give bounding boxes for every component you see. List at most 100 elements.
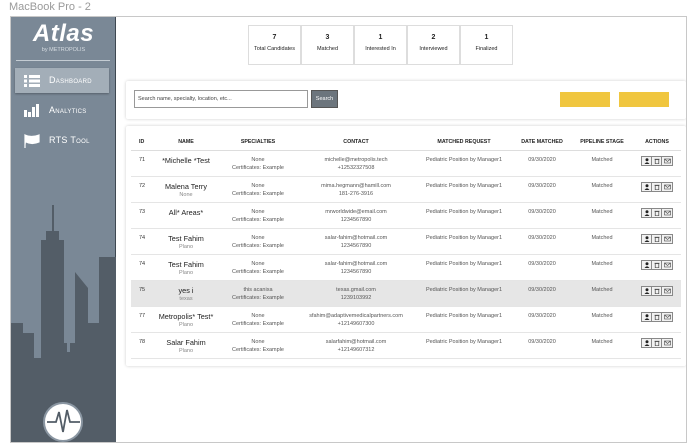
search-input[interactable]: Search name, specialty, location, etc... — [134, 90, 308, 108]
phone: +12149607300 — [337, 320, 375, 327]
trash-icon[interactable] — [652, 156, 662, 165]
stat-card[interactable]: 1 Finalized — [460, 25, 513, 65]
column-header: CONTACT — [297, 136, 415, 151]
candidate-location: texas — [179, 295, 193, 302]
table-row[interactable]: 74 Test Fahim Plano None Certificates: Exa… — [131, 228, 681, 255]
profile-icon[interactable] — [642, 260, 652, 269]
trash-icon[interactable] — [652, 312, 662, 321]
action-button-1[interactable] — [560, 92, 610, 107]
candidate-name[interactable]: Malena Terry — [164, 181, 208, 191]
stat-card[interactable]: 7 Total Candidates — [248, 25, 301, 65]
app-window: Atlas by METROPOLIS Dashboard Analytics … — [10, 16, 687, 443]
stat-value: 1 — [378, 34, 383, 41]
specialty: None — [251, 182, 265, 189]
row-actions — [641, 259, 673, 270]
candidate-id: 78 — [131, 332, 153, 359]
certificates: Certificates: Example — [232, 346, 284, 353]
candidate-location: Plano — [178, 321, 194, 328]
sidebar-item-rts-tool[interactable]: RTS Tool — [15, 128, 109, 153]
table-row[interactable]: 78 Salar Fahim Plano None Certificates: Ex… — [131, 332, 681, 359]
trash-icon[interactable] — [652, 260, 662, 269]
column-header: SPECIALTIES — [219, 136, 297, 151]
candidates-panel: ID NAME SPECIALTIES CONTACT MATCHED REQUEST D… — [126, 126, 686, 366]
row-actions — [641, 233, 673, 244]
phone: 181-276-3916 — [338, 190, 374, 197]
table-row[interactable]: 77 Metropolis* Test* Plano None Certificat… — [131, 306, 681, 333]
row-actions — [641, 337, 673, 348]
matched-request: Pediatric Position by Manager1 — [415, 176, 513, 203]
table-row[interactable]: 75 yes i texas this acanixa Certificates: … — [131, 280, 681, 307]
profile-icon[interactable] — [642, 182, 652, 191]
matched-request: Pediatric Position by Manager1 — [415, 306, 513, 333]
phone: 1234567890 — [340, 216, 372, 223]
profile-icon[interactable] — [642, 312, 652, 321]
email: michelle@metropolis.tech — [324, 156, 388, 163]
specialty: None — [251, 338, 265, 345]
trash-icon[interactable] — [652, 338, 662, 347]
candidate-id: 74 — [131, 254, 153, 281]
certificates: Certificates: Example — [232, 242, 284, 249]
stat-card[interactable]: 3 Matched — [301, 25, 354, 65]
flag-icon — [23, 133, 41, 148]
action-button-2[interactable] — [619, 92, 669, 107]
candidate-name[interactable]: yes i — [178, 285, 194, 295]
matched-request: Pediatric Position by Manager1 — [415, 202, 513, 229]
candidate-name[interactable]: Salar Fahim — [166, 337, 206, 347]
specialty: None — [251, 234, 265, 241]
candidate-name[interactable]: Test Fahim — [168, 259, 204, 269]
pipeline-stage: Matched — [571, 202, 633, 229]
candidate-name[interactable]: Test Fahim — [168, 233, 204, 243]
profile-icon[interactable] — [642, 234, 652, 243]
sidebar-item-label: Dashboard — [49, 75, 92, 85]
mail-icon[interactable] — [662, 157, 672, 165]
candidates-table: ID NAME SPECIALTIES CONTACT MATCHED REQUEST D… — [131, 136, 681, 359]
trash-icon[interactable] — [652, 182, 662, 191]
table-row[interactable]: 73 All* Areas* None Certificates: Example… — [131, 202, 681, 229]
email: texas.gmail.com — [336, 286, 376, 293]
certificates: Certificates: Example — [232, 294, 284, 301]
mail-icon[interactable] — [662, 287, 672, 295]
trash-icon[interactable] — [652, 286, 662, 295]
candidate-id: 73 — [131, 202, 153, 229]
search-button[interactable]: Search — [311, 90, 338, 108]
row-actions — [641, 181, 673, 192]
matched-request: Pediatric Position by Manager1 — [415, 228, 513, 255]
skyline-illustration — [11, 205, 116, 442]
brand-logo[interactable]: Atlas by METROPOLIS — [11, 20, 116, 54]
certificates: Certificates: Example — [232, 216, 284, 223]
specialty: None — [251, 260, 265, 267]
mail-icon[interactable] — [662, 339, 672, 347]
mail-icon[interactable] — [662, 261, 672, 269]
trash-icon[interactable] — [652, 208, 662, 217]
table-row[interactable]: 72 Malena Terry None None Certificates: Ex… — [131, 176, 681, 203]
email: mima.hegmann@hamill.com — [321, 182, 391, 189]
brand-name: Atlas — [32, 20, 95, 47]
mail-icon[interactable] — [662, 183, 672, 191]
candidate-name[interactable]: Metropolis* Test* — [158, 311, 214, 321]
profile-icon[interactable] — [642, 286, 652, 295]
stat-card[interactable]: 1 Interested In — [354, 25, 407, 65]
date-matched: 09/30/2020 — [513, 150, 571, 177]
profile-icon[interactable] — [642, 208, 652, 217]
stat-label: Interviewed — [419, 46, 448, 52]
mail-icon[interactable] — [662, 209, 672, 217]
stat-card[interactable]: 2 Interviewed — [407, 25, 460, 65]
divider — [16, 60, 110, 61]
mail-icon[interactable] — [662, 235, 672, 243]
certificates: Certificates: Example — [232, 190, 284, 197]
table-row[interactable]: 74 Test Fahim Plano None Certificates: Exa… — [131, 254, 681, 281]
sidebar-item-dashboard[interactable]: Dashboard — [15, 68, 109, 93]
stat-value: 1 — [484, 34, 489, 41]
candidate-name[interactable]: *Michelle *Test — [162, 155, 210, 165]
sidebar-item-analytics[interactable]: Analytics — [15, 98, 109, 123]
mail-icon[interactable] — [662, 313, 672, 321]
stat-label: Interested In — [365, 46, 396, 52]
profile-icon[interactable] — [642, 338, 652, 347]
table-row[interactable]: 71 *Michelle *Test None Certificates: Exa… — [131, 150, 681, 177]
profile-icon[interactable] — [642, 156, 652, 165]
candidate-id: 75 — [131, 280, 153, 307]
trash-icon[interactable] — [652, 234, 662, 243]
candidate-name[interactable]: All* Areas* — [168, 207, 204, 217]
phone: +12149607312 — [337, 346, 375, 353]
pipeline-stage: Matched — [571, 280, 633, 307]
